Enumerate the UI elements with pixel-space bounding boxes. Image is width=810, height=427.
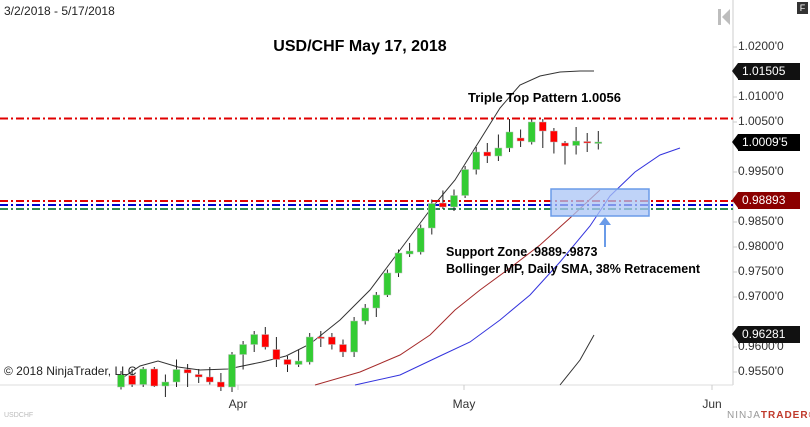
- support-zone-annotation: Support Zone .9889-.9873: [446, 245, 598, 259]
- y-tick-label: 0.9700'0: [738, 289, 784, 303]
- y-tick-label: 1.0050'0: [738, 114, 784, 128]
- support-zone[interactable]: [550, 188, 650, 247]
- indicator-lines: [117, 70, 681, 386]
- candlesticks: [117, 119, 603, 397]
- panel-toggle-button[interactable]: F: [797, 2, 808, 14]
- y-tick-label: 1.0100'0: [738, 89, 784, 103]
- logo-text-trader: TRADER: [760, 410, 809, 421]
- support-line-price-tag: 0.98893: [732, 192, 800, 209]
- ninjatrader-logo: NINJATRADER®: [727, 410, 810, 421]
- y-tick-label: 1.0200'0: [738, 39, 784, 53]
- x-axis-ticks: [237, 385, 713, 390]
- y-tick-label: 0.9750'0: [738, 264, 784, 278]
- date-range: 3/2/2018 - 5/17/2018: [4, 4, 115, 18]
- last-price-tag: 1.0009'5: [732, 134, 800, 151]
- skip-to-start-icon[interactable]: [717, 8, 731, 26]
- x-tick-label: Jun: [702, 397, 722, 411]
- instrument-label: USDCHF: [4, 412, 34, 419]
- y-tick-label: 0.9850'0: [738, 214, 784, 228]
- triple-top-annotation: Triple Top Pattern 1.0056: [468, 90, 621, 105]
- y-tick-label: 0.9950'0: [738, 164, 784, 178]
- logo-text-ninja: NINJA: [727, 410, 761, 421]
- logo-mark: ®: [809, 410, 810, 421]
- lower-band-price-tag: 0.96281: [732, 326, 800, 343]
- y-tick-label: 0.9550'0: [738, 364, 784, 378]
- chart-title: USD/CHF May 17, 2018: [273, 38, 447, 55]
- copyright-text: © 2018 NinjaTrader, LLC: [4, 364, 137, 378]
- x-tick-label: May: [452, 397, 476, 411]
- upper-band-price-tag: 1.01505: [732, 63, 800, 80]
- y-axis-ticks: [733, 46, 737, 373]
- y-tick-label: 0.9800'0: [738, 239, 784, 253]
- support-reasons-annotation: Bollinger MP, Daily SMA, 38% Retracement: [446, 262, 701, 276]
- x-tick-label: Apr: [228, 397, 248, 411]
